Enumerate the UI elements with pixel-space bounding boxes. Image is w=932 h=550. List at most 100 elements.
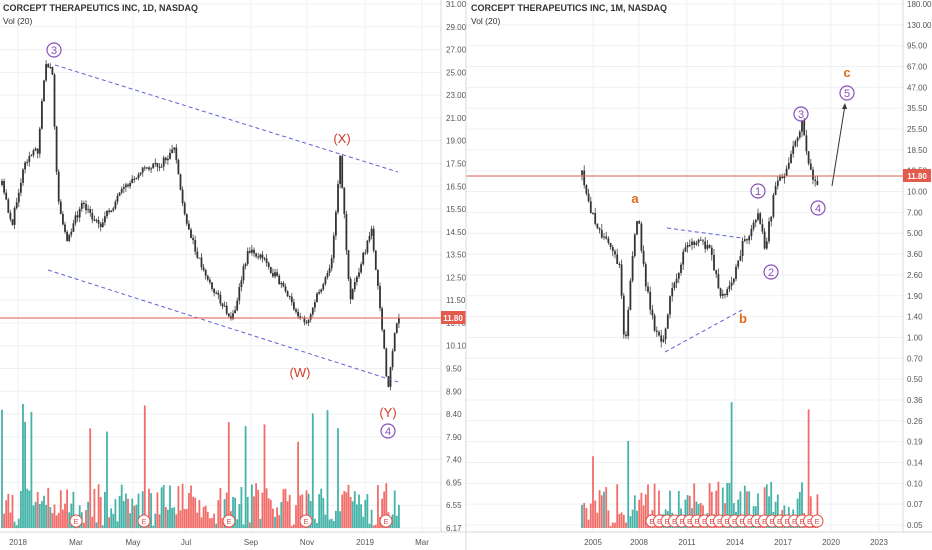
daily-candle-body: [17, 192, 20, 203]
daily-volume-bar: [366, 494, 369, 528]
daily-price-tick: 12.50: [446, 273, 467, 282]
monthly-earnings-label: E: [687, 517, 692, 526]
monthly-volume-bar: [726, 482, 729, 528]
monthly-wave-2-circle: [763, 264, 779, 280]
monthly-candle: [598, 227, 601, 234]
daily-candle-body: [185, 214, 188, 224]
monthly-candle: [702, 238, 704, 246]
monthly-candle: [688, 239, 691, 248]
daily-wave-Y-label: (Y): [379, 405, 396, 420]
daily-candle-body: [34, 148, 37, 151]
daily-candle: [311, 307, 314, 317]
daily-candle: [185, 213, 188, 226]
daily-volume-bar: [204, 505, 207, 528]
daily-candle-body: [112, 208, 115, 211]
daily-candle: [28, 151, 31, 167]
monthly-volume-bar: [686, 495, 689, 528]
daily-candle-body: [194, 240, 197, 252]
daily-wave-X-label: (X): [333, 131, 350, 146]
daily-candle: [26, 159, 29, 166]
daily-candle: [125, 182, 127, 192]
daily-candle-body: [221, 303, 224, 307]
daily-volume-bar: [171, 507, 173, 528]
daily-candle-body: [284, 286, 287, 292]
monthly-candle-body: [785, 168, 788, 176]
daily-candle: [215, 290, 218, 295]
monthly-earnings-label: E: [702, 517, 707, 526]
daily-candle: [66, 229, 68, 242]
daily-candle-body: [152, 163, 155, 169]
monthly-candle-body: [695, 242, 698, 245]
daily-candle: [297, 308, 299, 319]
daily-candle: [269, 266, 272, 274]
monthly-candle-body: [719, 288, 722, 296]
monthly-earnings-label: E: [709, 517, 714, 526]
monthly-candle: [754, 218, 757, 227]
daily-candle: [194, 235, 197, 255]
monthly-candle: [719, 287, 722, 299]
daily-volume-bar: [160, 487, 163, 528]
monthly-candle-body: [669, 296, 671, 315]
daily-wave-W-label: (W): [290, 365, 311, 380]
monthly-candle: [618, 261, 621, 268]
monthly-candle-body: [743, 239, 746, 241]
monthly-candle-body: [746, 239, 748, 241]
daily-candle: [160, 163, 163, 168]
monthly-earnings-label: E: [799, 517, 804, 526]
daily-price-tick: 8.90: [446, 387, 462, 396]
daily-volume-bar: [194, 497, 197, 528]
monthly-candle-body: [625, 334, 627, 337]
daily-candle-body: [335, 212, 337, 236]
daily-candle-body: [177, 159, 180, 175]
daily-price-tick: 6.55: [446, 501, 462, 510]
daily-candle: [57, 169, 60, 205]
daily-candle: [127, 183, 129, 189]
daily-candle: [368, 231, 371, 243]
daily-candle: [53, 73, 56, 130]
monthly-candle: [721, 289, 724, 299]
daily-volume-bar: [316, 523, 318, 528]
daily-candle-body: [192, 237, 194, 241]
daily-candle-body: [36, 148, 39, 154]
daily-volume-bar: [57, 512, 60, 528]
daily-candle-body: [225, 305, 228, 314]
monthly-candle: [803, 117, 806, 136]
daily-candle: [366, 239, 369, 255]
monthly-volume-bar: [622, 514, 625, 528]
daily-candle-body: [78, 208, 81, 218]
daily-candle: [314, 299, 316, 312]
daily-volume-bar: [383, 491, 386, 528]
daily-volume-bar: [368, 523, 371, 528]
daily-candle-body: [47, 64, 50, 68]
daily-volume-bar: [353, 491, 356, 528]
monthly-candle: [743, 235, 746, 243]
daily-candle: [391, 348, 394, 371]
daily-candle: [278, 273, 281, 285]
daily-candle-body: [364, 252, 367, 254]
monthly-candle: [671, 282, 674, 302]
daily-candle-body: [366, 240, 369, 253]
daily-candle: [370, 225, 373, 240]
daily-price-tick: 29.00: [446, 23, 467, 32]
daily-candle-body: [356, 276, 358, 282]
daily-volume-bar: [284, 488, 287, 528]
daily-candle-body: [106, 210, 108, 217]
monthly-candle-body: [699, 239, 702, 241]
daily-volume-bar: [9, 512, 12, 528]
daily-price-tick: 15.50: [446, 205, 467, 214]
monthly-volume-bar: [640, 492, 643, 528]
daily-candle-body: [314, 302, 316, 308]
daily-volume-bar: [131, 498, 134, 528]
monthly-wave-5-circle: [839, 85, 855, 101]
daily-candle: [211, 281, 213, 292]
monthly-time-tick: 2017: [774, 538, 792, 547]
daily-candle: [22, 168, 24, 186]
daily-volume-bar: [55, 515, 58, 528]
daily-volume-bar: [242, 524, 245, 528]
daily-candle: [290, 292, 293, 306]
monthly-candle: [783, 173, 786, 184]
monthly-candle: [581, 170, 583, 181]
monthly-candle-body: [772, 195, 775, 217]
monthly-candle: [684, 242, 687, 252]
daily-volume-bar: [110, 508, 113, 528]
